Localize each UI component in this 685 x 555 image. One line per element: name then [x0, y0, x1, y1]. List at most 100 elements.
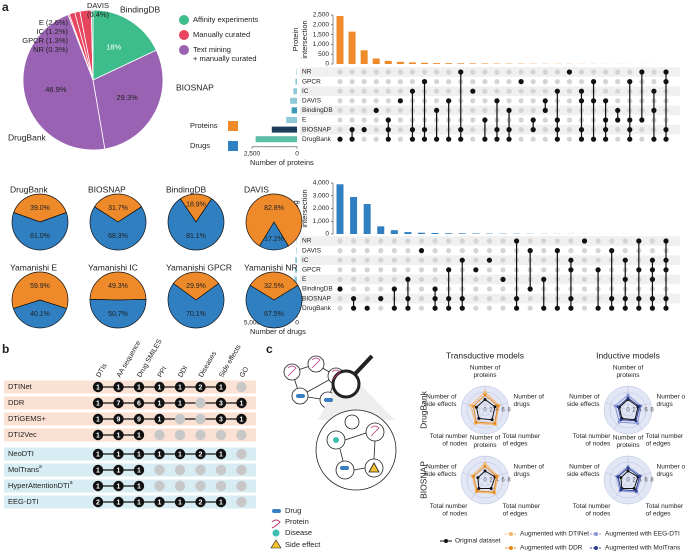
matrix-dot [421, 136, 428, 142]
pie-title: DAVIS [244, 184, 269, 194]
matrix-dot-empty [482, 79, 488, 85]
slice-value-label: 81.1% [186, 233, 206, 240]
radar-axis-label: of edges [646, 440, 672, 447]
matrix-dot [432, 305, 438, 311]
empty-cell [174, 413, 186, 425]
cell-marker [92, 429, 104, 441]
matrix-dot-empty [397, 117, 403, 123]
set-size-bar [296, 69, 297, 75]
legend-swatch [228, 121, 238, 131]
matrix-dot [470, 88, 476, 94]
bar [421, 62, 429, 64]
cell-marker [113, 480, 124, 492]
x-axis-label: Number of proteins [250, 158, 314, 167]
matrix-dot-empty [391, 238, 397, 244]
matrix-dot-empty [350, 257, 357, 263]
radar-point [469, 403, 473, 407]
row-name: DTI2Vec [8, 430, 37, 439]
radar-axis-label: Number of [470, 435, 501, 442]
matrix-dot-empty [397, 136, 403, 142]
empty-cell [195, 480, 206, 492]
bar [445, 63, 453, 64]
row-name: EEG-DTI [8, 497, 38, 506]
empty-cell [236, 429, 247, 441]
set-label: NR [302, 69, 312, 76]
radar-point [617, 420, 621, 424]
matrix-dot-empty [554, 238, 560, 244]
set-size-bar [293, 88, 297, 95]
legend-label: Protein [285, 517, 309, 526]
matrix-dot-empty [337, 276, 343, 282]
cell-value: 1 [117, 451, 121, 458]
slice-label: BindingDB [120, 4, 160, 14]
pie-title: Yamanishi GPCR [166, 262, 232, 272]
bar [457, 63, 465, 64]
bar [348, 31, 356, 64]
matrix-dot [651, 136, 657, 142]
matrix-dot-empty [337, 305, 343, 311]
radar-point [493, 405, 497, 409]
cell-value: 3 [219, 416, 223, 423]
radar-axis-label: Number of [569, 393, 600, 400]
matrix-dot [506, 107, 512, 113]
empty-cell [236, 496, 247, 508]
matrix-dot [663, 238, 669, 244]
slice-value-label: 68.3% [108, 233, 128, 240]
cell-marker [154, 397, 165, 409]
radar-polygon [470, 391, 500, 426]
matrix-dot-empty [622, 238, 628, 244]
radar-point [489, 486, 493, 490]
bar [472, 233, 480, 234]
matrix-dot [530, 127, 536, 133]
matrix-dot-empty [378, 286, 384, 292]
matrix-dot-empty [364, 267, 370, 273]
radar-point [476, 476, 480, 480]
matrix-dot-empty [385, 107, 391, 113]
cell-value: 3 [219, 400, 223, 407]
matrix-dot-empty [486, 305, 493, 311]
matrix-dot [649, 305, 656, 311]
row-stripe [300, 67, 680, 77]
empty-cell [174, 429, 186, 441]
slice-value-label: (1.2%) [46, 27, 69, 36]
radar-axis-label: proteins [616, 442, 640, 449]
method-name: DTiGEMS+ [8, 414, 46, 423]
set-size-bar [291, 107, 297, 114]
radar-axis-label: Total number [430, 503, 468, 510]
radar-axis-label: of edges [646, 510, 672, 517]
matrix-dot [405, 296, 411, 302]
matrix-dot [421, 79, 428, 85]
matrix-dot [527, 286, 533, 292]
matrix-dot-empty [530, 107, 536, 113]
legend-label: Augmented with DTINet [520, 531, 589, 538]
matrix-dot [609, 305, 615, 311]
matrix-dot [361, 127, 367, 133]
matrix-dot [649, 296, 656, 302]
matrix-dot [350, 296, 357, 302]
matrix-dot [373, 107, 379, 113]
matrix-dot [568, 267, 574, 273]
cell-value: 1 [137, 483, 141, 490]
matrix-dot-empty [405, 257, 411, 263]
bar [336, 184, 344, 234]
pie-slice [89, 271, 147, 301]
matrix-dot-empty [494, 88, 500, 94]
radar-tick-label: 8 [507, 408, 511, 414]
matrix-dot-empty [364, 286, 370, 292]
matrix-dot-empty [378, 248, 384, 254]
matrix-dot-empty [603, 79, 609, 85]
matrix-dot-empty [500, 305, 506, 311]
method-name: DTINet [8, 382, 33, 391]
matrix-dot-empty [337, 69, 343, 75]
set-label: E [302, 276, 307, 283]
cell-value: 1 [137, 451, 141, 458]
matrix-dot-empty [391, 267, 397, 273]
matrix-dot-empty [470, 69, 476, 75]
matrix-dot [615, 107, 621, 113]
matrix-dot [542, 98, 548, 104]
matrix-dot-empty [446, 79, 452, 85]
matrix-dot [590, 98, 597, 104]
matrix-dot-empty [609, 238, 615, 244]
radar-point [493, 421, 497, 425]
matrix-dot-empty [518, 69, 524, 75]
